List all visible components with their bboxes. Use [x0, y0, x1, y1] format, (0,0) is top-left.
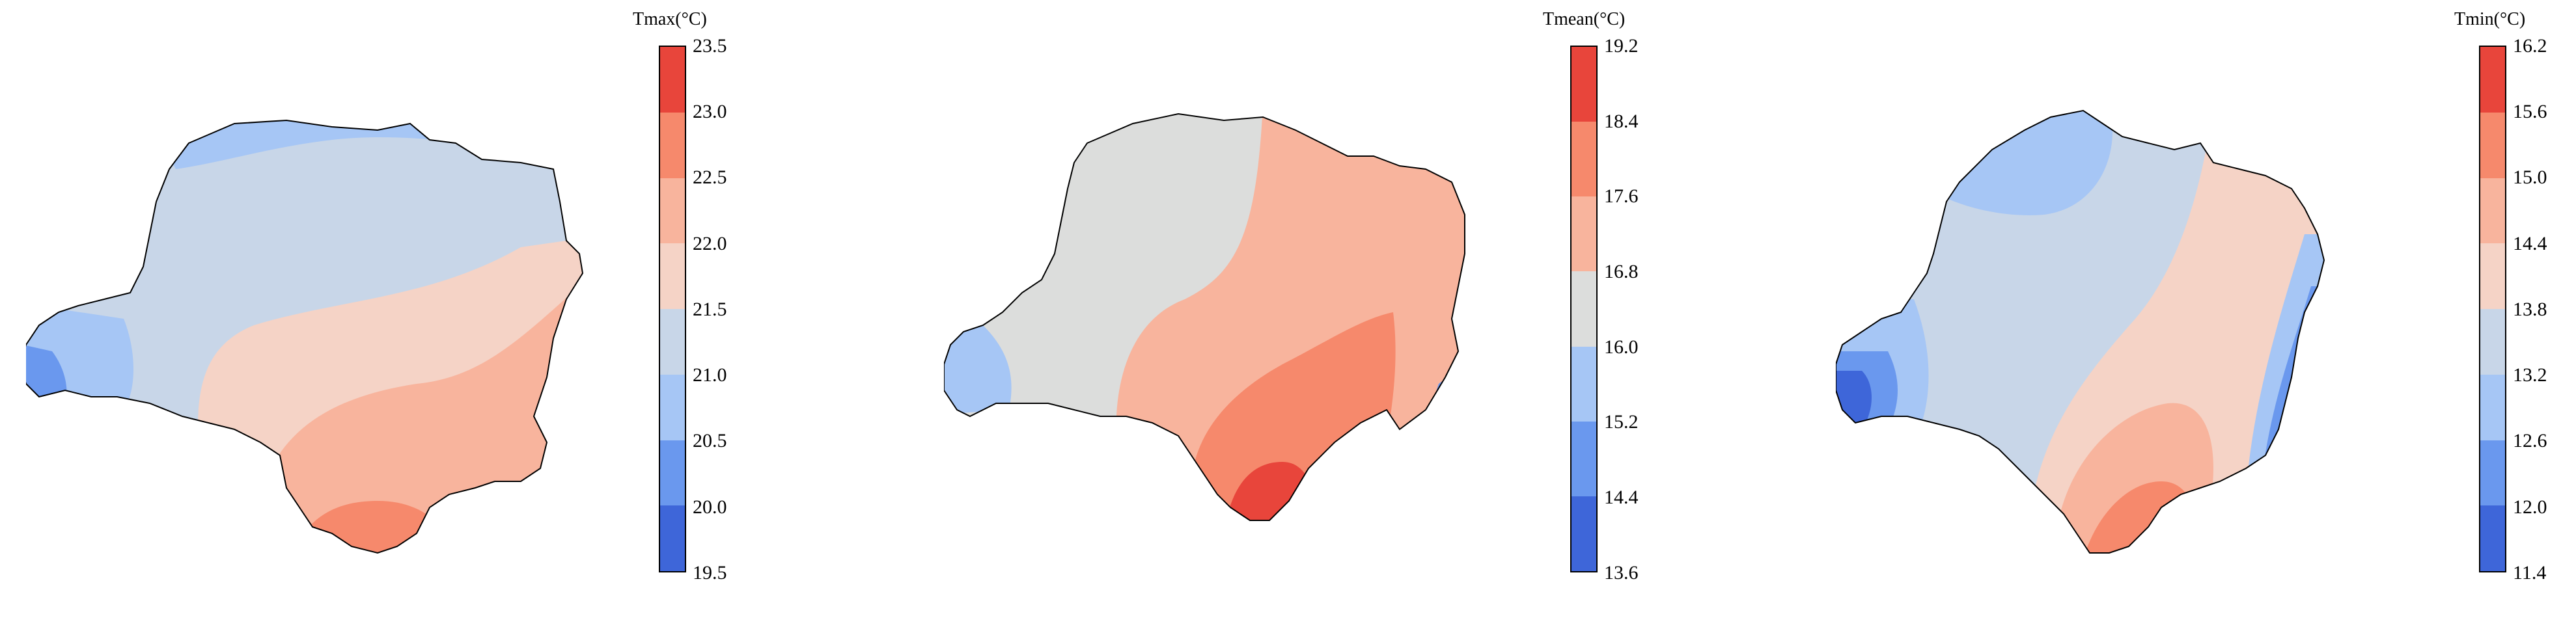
- tmin-bin-6: [2480, 374, 2505, 440]
- tmax-zone-22-22.5: [260, 286, 583, 527]
- tmin-tick-2: 15.0: [2513, 167, 2547, 188]
- tmin-colorbar-title: Tmin(°C): [2454, 9, 2526, 29]
- tmean-bin-2: [1572, 122, 1596, 197]
- tmean-map: [944, 113, 1465, 521]
- tmean-tick-5: 15.2: [1604, 411, 1639, 433]
- tmean-zone-16.8-17.6-central: [1116, 114, 1465, 494]
- tmax-tick-1: 23.0: [693, 101, 727, 122]
- tmax-tick-4: 21.5: [693, 299, 727, 320]
- tmin-tick-7: 12.0: [2513, 496, 2547, 518]
- tmin-tick-6: 12.6: [2513, 430, 2547, 451]
- tmin-bin-7: [2480, 440, 2505, 506]
- tmax-map-outline: [26, 119, 584, 554]
- tmean-bin-6: [1572, 421, 1596, 496]
- tmin-tick-5: 13.2: [2513, 364, 2547, 386]
- tmin-map: [1836, 109, 2325, 554]
- tmax-bin-8: [660, 505, 685, 571]
- tmax-bin-4: [660, 243, 685, 309]
- tmax-tick-2: 22.5: [693, 167, 727, 188]
- tmin-bin-1: [2480, 47, 2505, 113]
- tmax-tick-5: 21.0: [693, 364, 727, 386]
- tmean-colorbar: [1570, 46, 1598, 572]
- tmean-tick-3: 16.8: [1604, 261, 1639, 282]
- tmin-bin-3: [2480, 178, 2505, 244]
- tmax-bin-5: [660, 309, 685, 375]
- tmean-zone-15.2-16: [944, 325, 1012, 416]
- tmin-tick-8: 11.4: [2513, 562, 2547, 584]
- tmax-tick-8: 19.5: [693, 562, 727, 584]
- panel-tmin: Tmin(°C) 16.2 15.6 15.0 14.4 13.8 13.2 1…: [1816, 0, 2576, 606]
- tmin-tick-1: 15.6: [2513, 101, 2547, 122]
- tmin-tick-0: 16.2: [2513, 35, 2547, 57]
- tmax-tick-0: 23.5: [693, 35, 727, 57]
- tmean-colorbar-title: Tmean(°C): [1543, 9, 1626, 29]
- tmean-bin-1: [1572, 47, 1596, 122]
- panel-tmax: Tmax(°C) 23.5 23.0 22.5 22.0 21.5 21.0 2…: [0, 0, 781, 606]
- tmean-tick-1: 18.4: [1604, 111, 1639, 132]
- tmax-bin-2: [660, 112, 685, 178]
- panel-tmean: Tmean(°C) 19.2 18.4 17.6 16.8 16.0 15.2 …: [898, 0, 1680, 606]
- tmin-tick-3: 14.4: [2513, 233, 2547, 254]
- tmax-tick-7: 20.0: [693, 496, 727, 518]
- tmean-bin-3: [1572, 196, 1596, 272]
- tmax-tick-3: 22.0: [693, 233, 727, 254]
- tmax-colorbar-title: Tmax(°C): [633, 9, 707, 29]
- tmax-bin-6: [660, 374, 685, 440]
- tmean-tick-0: 19.2: [1604, 35, 1639, 57]
- tmean-map-outline: [944, 113, 1465, 521]
- tmin-colorbar: [2479, 46, 2506, 572]
- tmax-colorbar: [659, 46, 686, 572]
- tmax-map: [26, 119, 584, 554]
- tmean-tick-6: 14.4: [1604, 487, 1639, 508]
- tmin-bin-4: [2480, 243, 2505, 309]
- tmin-map-outline: [1836, 109, 2325, 554]
- tmean-tick-4: 16.0: [1604, 336, 1639, 358]
- tmean-tick-2: 17.6: [1604, 185, 1639, 207]
- tmax-bin-1: [660, 47, 685, 113]
- tmax-zone-20.5-21-north: [143, 120, 583, 169]
- tmin-bin-2: [2480, 112, 2505, 178]
- tmean-bin-7: [1572, 496, 1596, 571]
- tmean-tick-7: 13.6: [1604, 562, 1639, 584]
- tmax-bin-7: [660, 440, 685, 506]
- tmin-bin-5: [2480, 309, 2505, 375]
- tmean-bin-5: [1572, 346, 1596, 422]
- tmin-tick-4: 13.8: [2513, 299, 2547, 320]
- tmean-bin-4: [1572, 271, 1596, 347]
- tmax-tick-6: 20.5: [693, 430, 727, 451]
- tmax-bin-3: [660, 178, 685, 244]
- tmin-bin-8: [2480, 505, 2505, 571]
